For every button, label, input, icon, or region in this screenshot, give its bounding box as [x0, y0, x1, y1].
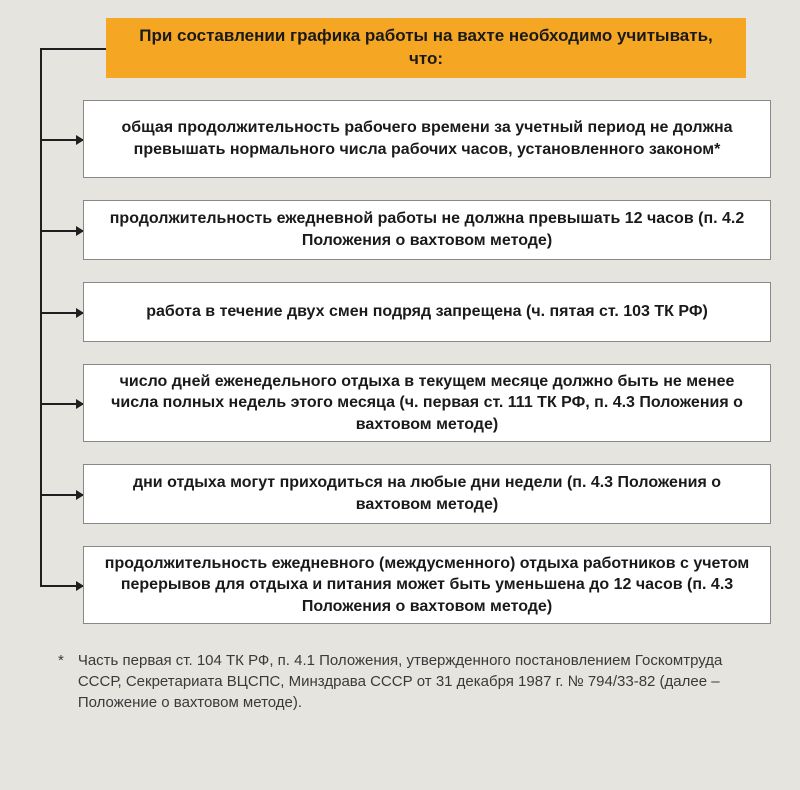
rule-text: число дней еженедельного отдыха в текуще… — [102, 371, 752, 436]
rule-box-b1: общая продолжительность рабочего времени… — [83, 100, 771, 178]
rule-text: продолжительность ежедневной работы не д… — [102, 208, 752, 251]
page: При составлении графика работы на вахте … — [0, 0, 800, 790]
rule-box-b2: продолжительность ежедневной работы не д… — [83, 200, 771, 260]
rule-box-b3: работа в течение двух смен подряд запрещ… — [83, 282, 771, 342]
rule-box-b5: дни отдыха могут приходиться на любые дн… — [83, 464, 771, 524]
rule-text: дни отдыха могут приходиться на любые дн… — [102, 472, 752, 515]
connector-to-header — [40, 48, 106, 50]
rule-text: продолжительность ежедневного (междусмен… — [102, 553, 752, 618]
header-text: При составлении графика работы на вахте … — [124, 25, 728, 71]
footnote-text: Часть первая ст. 104 ТК РФ, п. 4.1 Полож… — [78, 650, 742, 713]
rule-box-b6: продолжительность ежедневного (междусмен… — [83, 546, 771, 624]
footnote: *Часть первая ст. 104 ТК РФ, п. 4.1 Поло… — [58, 650, 742, 713]
rule-text: общая продолжительность рабочего времени… — [102, 117, 752, 160]
footnote-marker: * — [58, 650, 64, 713]
connector-trunk — [40, 48, 42, 585]
rule-text: работа в течение двух смен подряд запрещ… — [146, 301, 708, 323]
header-box: При составлении графика работы на вахте … — [106, 18, 746, 78]
rule-box-b4: число дней еженедельного отдыха в текуще… — [83, 364, 771, 442]
